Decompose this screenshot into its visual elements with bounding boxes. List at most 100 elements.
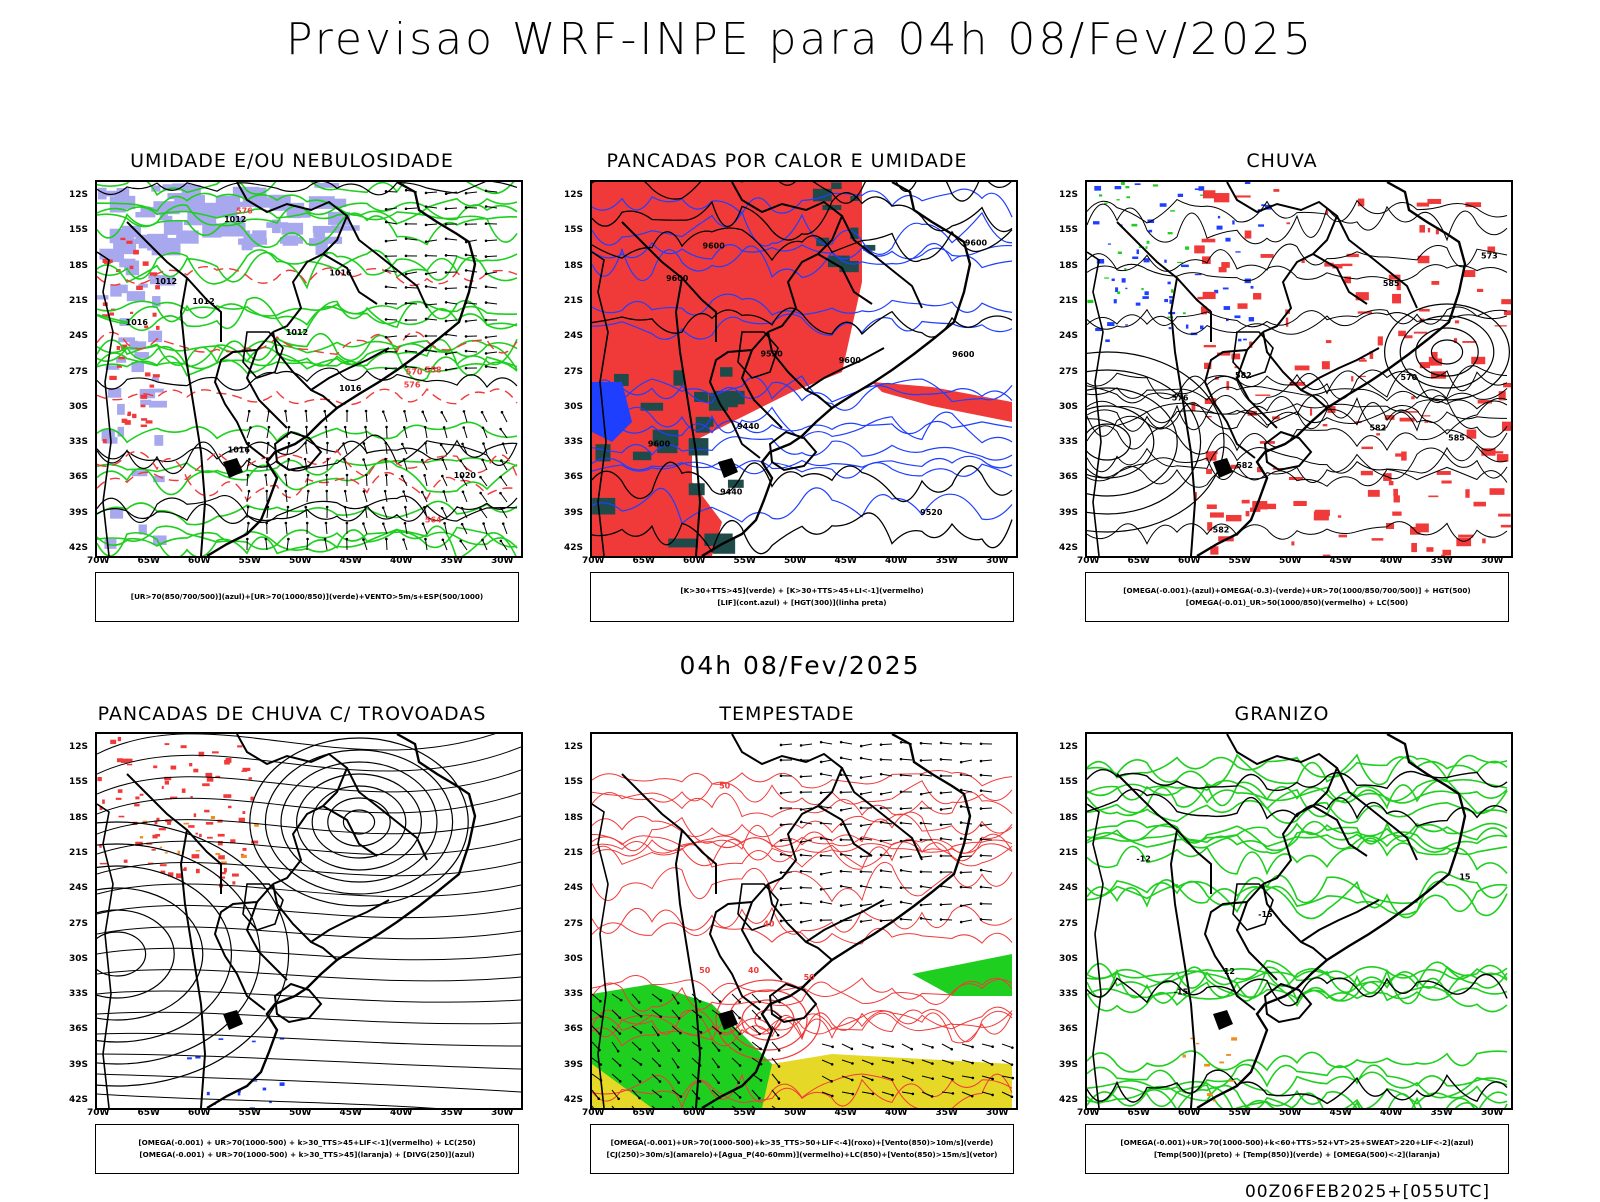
legend-line: [LIF](cont.azul) + [HGT(300)](linha pret… — [591, 597, 1013, 609]
panel-title: GRANIZO — [1045, 703, 1519, 725]
run-timestamp: 00Z06FEB2025+[055UTC] — [1245, 1182, 1490, 1202]
lat-tick-label: 39S — [1059, 1060, 1078, 1070]
contour-label: 1016 — [126, 318, 149, 327]
lon-tick-label: 60W — [1178, 1108, 1200, 1118]
lat-tick-label: 21S — [564, 848, 583, 858]
lat-tick-label: 30S — [69, 954, 88, 964]
lat-tick-label: 27S — [1059, 367, 1078, 377]
lat-tick-label: 36S — [1059, 1024, 1078, 1034]
lat-tick-label: 18S — [564, 261, 583, 271]
main-title: Previsao WRF-INPE para 04h 08/Fev/2025 — [0, 14, 1600, 65]
lat-tick-label: 27S — [69, 367, 88, 377]
lon-tick-label: 50W — [1279, 556, 1301, 566]
map-panel-2: PANCADAS POR CALOR E UMIDADE 9600 9600 9520… — [550, 150, 1024, 630]
contour-label: 9600 — [952, 350, 975, 359]
lon-tick-label: 50W — [289, 556, 311, 566]
lat-tick-label: 33S — [1059, 989, 1078, 999]
lon-tick-label: 65W — [1128, 556, 1150, 566]
contour-label: 9440 — [720, 488, 743, 497]
lat-tick-label: 15S — [1059, 777, 1078, 787]
lat-tick-label: 18S — [564, 813, 583, 823]
lon-tick-label: 30W — [491, 1108, 513, 1118]
panel-legend: [OMEGA(-0.001) + UR>70(1000-500) + k>30_… — [95, 1124, 519, 1174]
lon-tick-label: 60W — [188, 1108, 210, 1118]
lon-tick-label: 60W — [1178, 556, 1200, 566]
contour-label: 9520 — [760, 349, 783, 358]
lat-tick-label: 42S — [1059, 1095, 1078, 1105]
lon-tick-label: 30W — [986, 1108, 1008, 1118]
contour-label: 573 — [1481, 251, 1498, 260]
contour-label: -12 — [1136, 855, 1150, 864]
lat-tick-label: 24S — [1059, 331, 1078, 341]
lat-tick-label: 39S — [69, 508, 88, 518]
panel-title: PANCADAS POR CALOR E UMIDADE — [550, 150, 1024, 172]
contour-label: 9520 — [920, 508, 943, 517]
lon-tick-label: 60W — [188, 556, 210, 566]
lon-tick-label: 70W — [1077, 1108, 1099, 1118]
map-graphic — [97, 734, 521, 1108]
contour-label: 585 — [1383, 279, 1400, 288]
lon-tick-label: 45W — [835, 1108, 857, 1118]
lon-tick-label: 65W — [138, 556, 160, 566]
lon-tick-label: 70W — [1077, 556, 1099, 566]
lon-tick-label: 55W — [734, 1108, 756, 1118]
lat-tick-label: 24S — [564, 331, 583, 341]
lat-tick-label: 39S — [564, 1060, 583, 1070]
lat-tick-label: 15S — [564, 777, 583, 787]
lat-tick-label: 33S — [564, 989, 583, 999]
contour-label: 576 — [236, 206, 253, 215]
panel-title: CHUVA — [1045, 150, 1519, 172]
lon-tick-label: 70W — [582, 556, 604, 566]
panel-title: TEMPESTADE — [550, 703, 1024, 725]
contour-label: 582 — [1213, 526, 1230, 535]
lon-tick-label: 50W — [1279, 1108, 1301, 1118]
contour-label: 570 — [406, 367, 423, 376]
lat-tick-label: 21S — [69, 296, 88, 306]
lat-tick-label: 36S — [69, 472, 88, 482]
lat-tick-label: 36S — [69, 1024, 88, 1034]
lon-tick-label: 40W — [1380, 1108, 1402, 1118]
lat-tick-label: 15S — [69, 777, 88, 787]
contour-label: 15 — [1459, 872, 1471, 881]
lon-tick-label: 40W — [390, 1108, 412, 1118]
legend-line: [OMEGA(-0.001)+UR>70(1000-500)+k<60+TTS>… — [1086, 1137, 1508, 1149]
contour-label: 9600 — [839, 356, 862, 365]
contour-label: 50 — [699, 966, 711, 975]
lat-tick-label: 30S — [1059, 954, 1078, 964]
lat-tick-label: 12S — [1059, 742, 1078, 752]
legend-line: [OMEGA(-0.001)+UR>70(1000-500)+k>35_TTS>… — [591, 1137, 1013, 1149]
lat-tick-label: 21S — [1059, 296, 1078, 306]
lon-tick-label: 65W — [1128, 1108, 1150, 1118]
legend-line: [OMEGA(-0.001) + UR>70(1000-500) + k>30_… — [96, 1137, 518, 1149]
lat-tick-label: 27S — [69, 919, 88, 929]
lat-tick-label: 27S — [1059, 919, 1078, 929]
lon-tick-label: 45W — [1330, 556, 1352, 566]
legend-line: [CJ(250)>30m/s](amarelo)+[Agua_P(40-60mm… — [591, 1149, 1013, 1161]
lon-tick-label: 35W — [1431, 556, 1453, 566]
contour-label: 582 — [1235, 371, 1252, 380]
lat-tick-label: 15S — [1059, 225, 1078, 235]
contour-label: 570 — [1401, 373, 1418, 382]
lat-tick-label: 24S — [69, 331, 88, 341]
lon-tick-label: 60W — [683, 556, 705, 566]
lon-tick-label: 50W — [289, 1108, 311, 1118]
contour-label: 40 — [748, 966, 760, 975]
panel-legend: [OMEGA(-0.001)+UR>70(1000-500)+k>35_TTS>… — [590, 1124, 1014, 1174]
contour-label: 50 — [719, 781, 731, 790]
map-plot — [95, 732, 523, 1110]
lon-tick-label: 55W — [1229, 1108, 1251, 1118]
lat-tick-label: 42S — [564, 1095, 583, 1105]
lat-tick-label: 24S — [564, 883, 583, 893]
lon-tick-label: 40W — [885, 556, 907, 566]
lat-tick-label: 21S — [69, 848, 88, 858]
panel-legend: [K>30+TTS>45](verde) + [K>30+TTS>45+LI<-… — [590, 572, 1014, 622]
panel-title: UMIDADE E/OU NEBULOSIDADE — [55, 150, 529, 172]
contour-label: 1012 — [286, 328, 308, 337]
contour-label: 576 — [404, 381, 421, 390]
lon-tick-label: 70W — [87, 556, 109, 566]
contour-label: 1016 — [228, 446, 251, 455]
